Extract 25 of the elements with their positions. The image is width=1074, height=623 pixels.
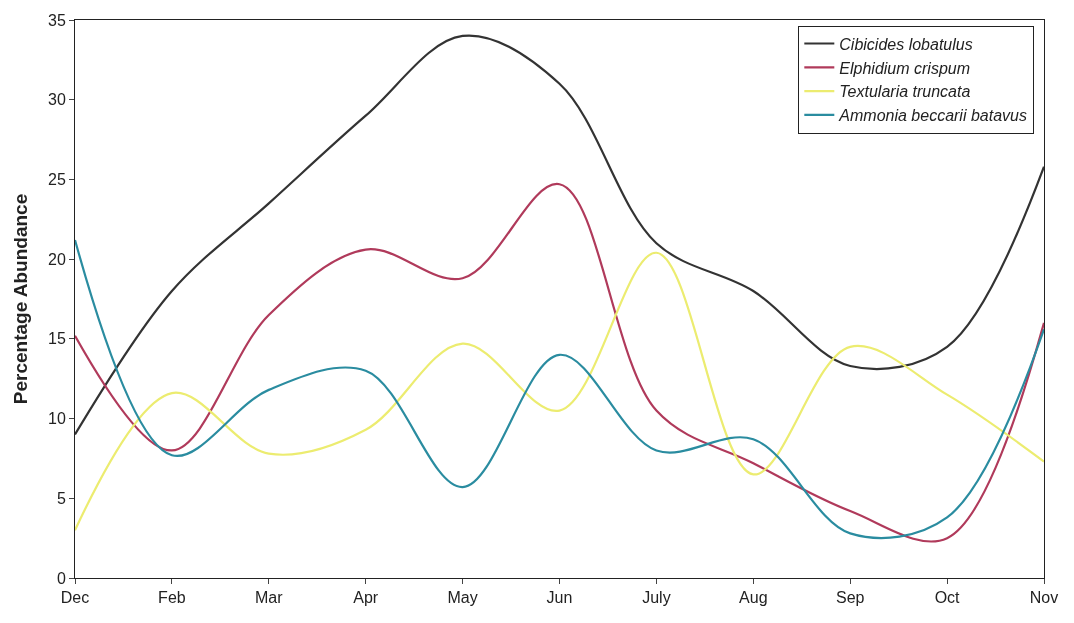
- x-tick-label: Sep: [835, 589, 865, 607]
- x-tick-label: Aug: [739, 589, 768, 607]
- x-tick-label: Nov: [1029, 589, 1059, 607]
- x-tick-label: Dec: [60, 589, 90, 607]
- x-tick-label: Jun: [546, 589, 573, 607]
- legend-label: Ammonia beccarii batavus: [838, 107, 1027, 125]
- y-axis-title: Percentage Abundance: [9, 193, 31, 405]
- x-tick-label: May: [447, 589, 478, 607]
- x-tick-label: Apr: [353, 589, 379, 607]
- y-tick-label: 5: [56, 489, 66, 507]
- y-tick-label: 15: [48, 330, 66, 348]
- y-tick-label: 20: [48, 250, 66, 268]
- y-tick-label: 0: [56, 569, 66, 587]
- x-tick-label: Mar: [255, 589, 284, 607]
- x-tick-label: Oct: [934, 589, 961, 607]
- y-tick-label: 10: [48, 410, 66, 428]
- x-tick-label: July: [642, 589, 671, 607]
- y-tick-label: 25: [48, 171, 66, 189]
- legend-label: Textularia truncata: [839, 83, 971, 101]
- x-tick-label: Feb: [158, 589, 186, 607]
- legend-label: Elphidium crispum: [839, 59, 971, 77]
- y-tick-label: 30: [48, 91, 66, 109]
- legend-label: Cibicides lobatulus: [839, 35, 973, 53]
- y-tick-label: 35: [48, 11, 66, 29]
- line-series: [75, 34, 1044, 436]
